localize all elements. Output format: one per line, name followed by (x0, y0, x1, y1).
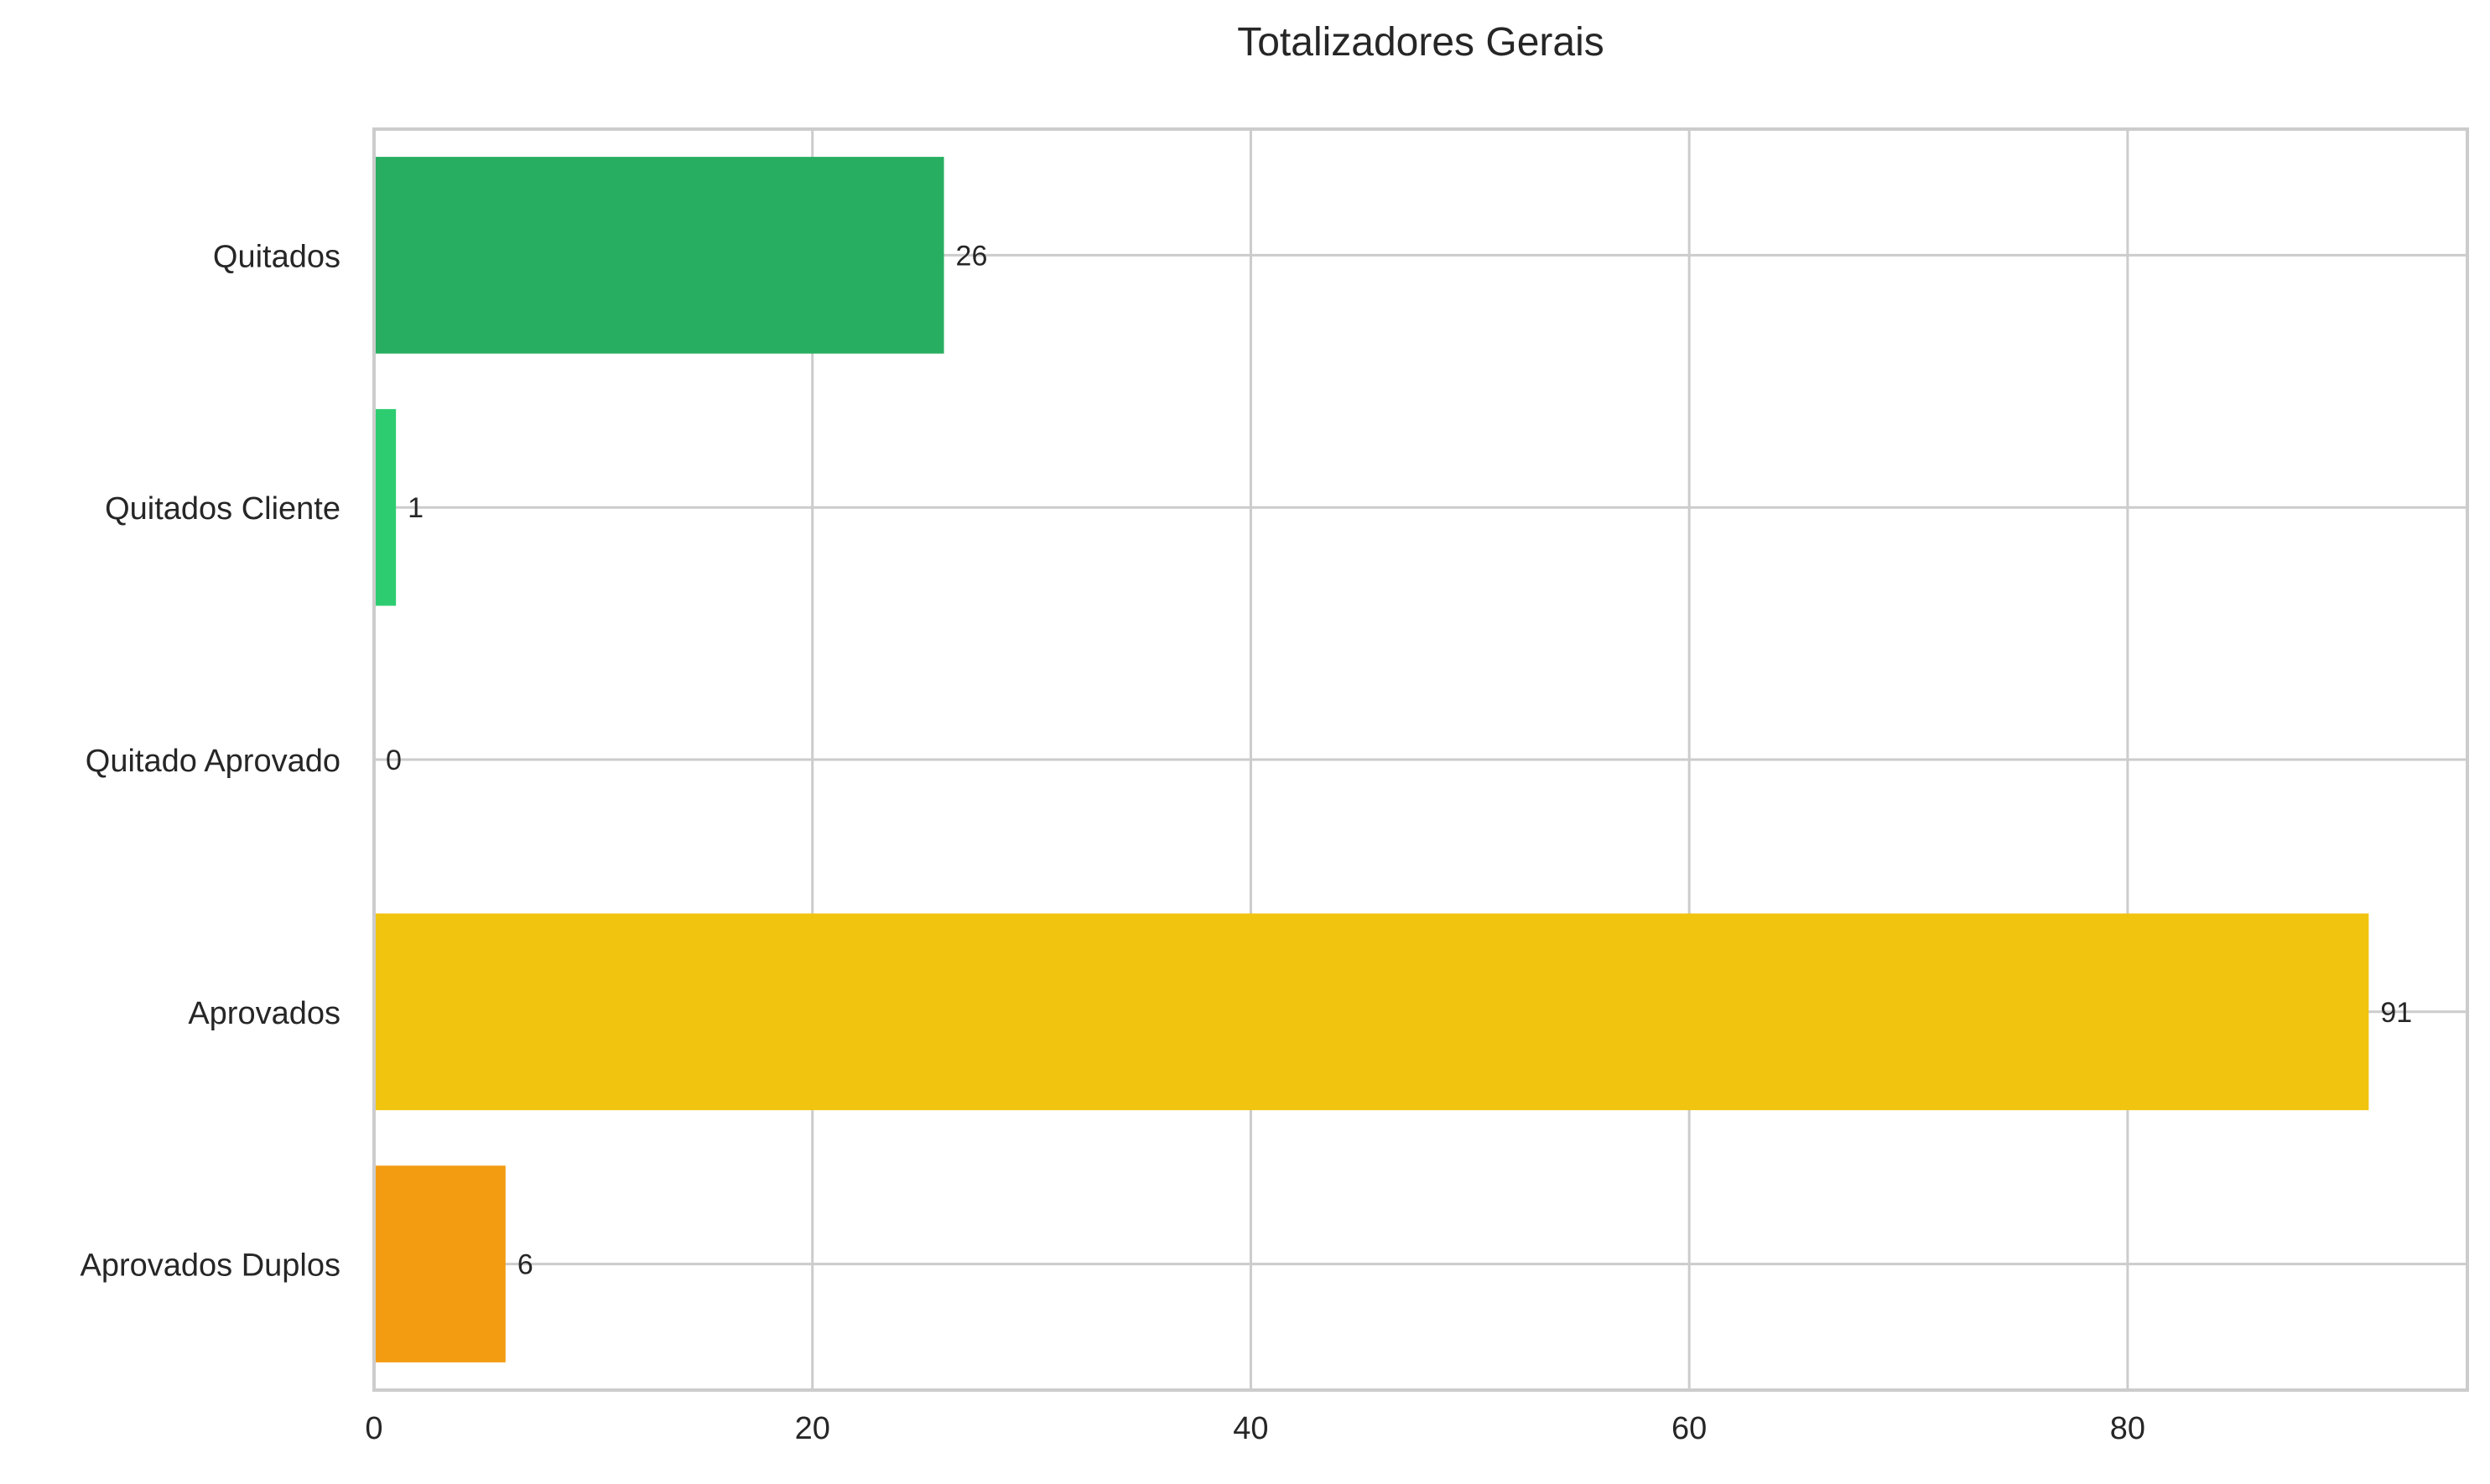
plot-frame (372, 127, 2469, 1392)
bar-data-label: 26 (956, 240, 988, 272)
y-tick-label: Aprovados (188, 996, 340, 1031)
y-tick-label: Quitados (213, 239, 340, 274)
bar-data-label: 0 (386, 745, 402, 776)
x-tick-label: 0 (365, 1411, 382, 1446)
y-tick-label: Quitados Cliente (105, 491, 340, 527)
bar (374, 157, 944, 354)
bar (374, 408, 397, 606)
bar-data-label: 91 (2380, 997, 2412, 1029)
label-layer: 26 1 0 91 6 (386, 240, 2412, 1280)
bar-data-label: 1 (408, 492, 424, 524)
x-tick-label: 20 (795, 1411, 830, 1446)
bar (374, 1165, 506, 1362)
bar-data-label: 6 (517, 1249, 533, 1281)
bar (374, 913, 2369, 1111)
chart-title: Totalizadores Gerais (1237, 20, 1604, 65)
y-tick-label: Aprovados Duplos (80, 1248, 340, 1284)
x-tick-label: 40 (1233, 1411, 1268, 1446)
x-tick-label: 80 (2110, 1411, 2145, 1446)
x-tick-label: 60 (1671, 1411, 1707, 1446)
bar-layer (374, 157, 2369, 1362)
y-tick-label: Quitado Aprovado (86, 744, 340, 779)
